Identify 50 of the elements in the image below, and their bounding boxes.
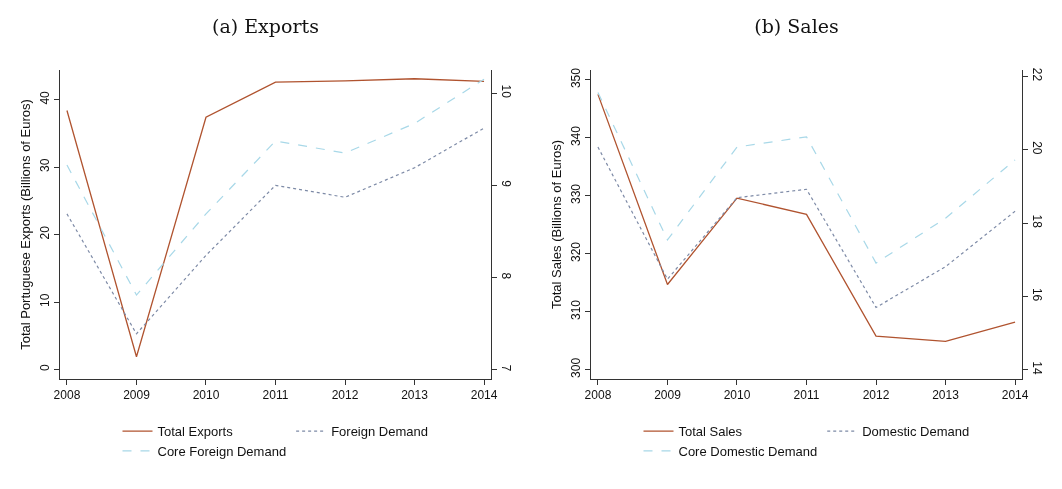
y-tick-label: 300 (569, 357, 584, 378)
y-tick-label: 330 (569, 183, 584, 205)
y-tick-label: 320 (569, 241, 584, 262)
y2-tick-label: 14 (1029, 361, 1044, 376)
y-axis-title: Total Portuguese Exports (Billions of Euros) (18, 99, 34, 350)
x-tick-label: 2009 (123, 388, 151, 403)
y2-tick-label: 16 (1029, 287, 1044, 302)
x-tick-label: 2014 (1001, 388, 1029, 403)
x-tick-label: 2010 (192, 388, 220, 403)
line-series (66, 78, 485, 358)
x-tick-label: 2010 (723, 388, 751, 403)
x-tick-label: 2013 (932, 388, 960, 403)
legend-label: Foreign Demand (331, 424, 428, 440)
y-tick-label: 350 (569, 67, 584, 89)
legend-label: Core Foreign Demand (157, 444, 287, 459)
y2-tick-label: 20 (1029, 141, 1044, 155)
x-tick-label: 2014 (470, 388, 498, 403)
x-tick-label: 2009 (654, 388, 682, 403)
legend-label: Core Domestic Demand (678, 444, 818, 459)
x-tick-label: 2012 (331, 388, 359, 403)
line-series (597, 91, 1016, 264)
line-series (597, 93, 1016, 342)
legend-label: Total Exports (157, 424, 234, 440)
y2-tick-label: 18 (1029, 214, 1044, 229)
x-tick-label: 2011 (262, 388, 289, 403)
x-tick-label: 2013 (401, 388, 429, 403)
legend-label: Total Sales (678, 424, 743, 440)
x-tick-label: 2008 (53, 388, 81, 403)
x-tick-label: 2011 (793, 388, 820, 403)
y-tick-label: 30 (38, 158, 53, 173)
line-series (66, 127, 485, 335)
y2-tick-label: 9 (498, 180, 513, 188)
chart-title: (b) Sales (754, 14, 839, 37)
y-tick-label: 20 (38, 225, 53, 240)
y-tick-label: 0 (38, 364, 53, 372)
y-tick-label: 10 (38, 293, 53, 307)
line-series (66, 78, 485, 296)
line-series (597, 146, 1016, 309)
legend-label: Domestic Demand (862, 424, 970, 440)
y2-tick-label: 22 (1029, 67, 1044, 82)
y-axis-title: Total Sales (Billions of Euros) (549, 139, 565, 310)
y2-tick-label: 8 (498, 272, 513, 280)
y-tick-label: 40 (38, 90, 53, 105)
y-tick-label: 340 (569, 125, 584, 147)
x-tick-label: 2008 (584, 388, 612, 403)
chart-title: (a) Exports (212, 14, 319, 37)
y-tick-label: 310 (569, 299, 584, 320)
x-tick-label: 2012 (862, 388, 890, 403)
y2-tick-label: 7 (498, 364, 513, 372)
y2-tick-label: 10 (498, 84, 513, 99)
